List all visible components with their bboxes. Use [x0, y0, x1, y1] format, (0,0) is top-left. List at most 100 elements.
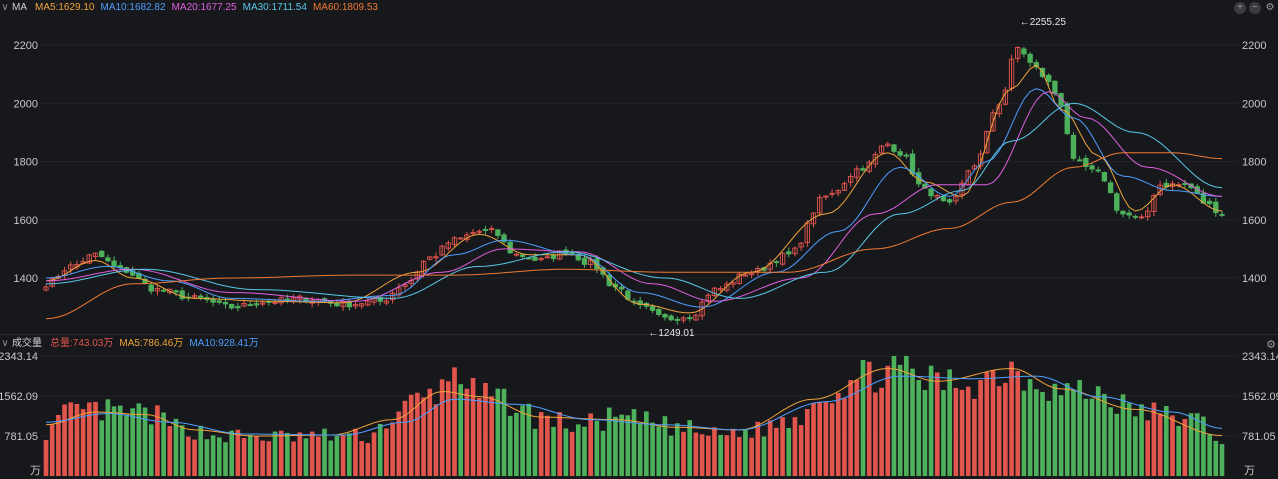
volume-bar: [990, 370, 996, 476]
candle-body: [736, 273, 742, 284]
main-legend-toggle[interactable]: ∨: [1, 2, 9, 13]
candle-body: [191, 295, 198, 298]
volume-legend-title[interactable]: 成交量: [12, 338, 42, 349]
volume-bar: [167, 426, 173, 476]
price-tick-label-left: 2000: [14, 98, 38, 110]
candle-body: [253, 303, 260, 306]
volume-bar: [724, 435, 730, 476]
candle-body: [284, 298, 291, 301]
candle-body: [946, 199, 953, 203]
candle-body: [841, 183, 848, 191]
volume-bar: [476, 397, 482, 476]
candle-body: [1132, 215, 1139, 218]
volume-bar: [117, 405, 123, 476]
volume-unit-right: 万: [1244, 465, 1255, 477]
candle-body: [222, 301, 229, 305]
volume-bar: [1194, 413, 1200, 476]
candle-body: [773, 261, 780, 264]
volume-legend-toggle[interactable]: ∨: [1, 338, 9, 349]
price-tick-label-right: 2000: [1242, 98, 1266, 110]
volume-bar: [99, 420, 105, 476]
plus-circle-icon[interactable]: +: [1234, 2, 1246, 14]
volume-bar: [130, 408, 135, 476]
volume-bar: [43, 440, 49, 476]
candle-body: [105, 257, 111, 262]
volume-bar: [216, 437, 222, 476]
main-legend-title[interactable]: MA: [12, 2, 27, 13]
candle-body: [241, 303, 247, 307]
volume-bar: [1207, 434, 1212, 476]
volume-bar: [198, 425, 204, 476]
candle-body: [817, 196, 823, 214]
volume-bar: [186, 436, 191, 476]
candle-body: [377, 297, 383, 302]
candle-body: [513, 253, 520, 256]
candle-body: [1095, 169, 1101, 172]
volume-bar: [334, 435, 340, 476]
volume-bar: [959, 389, 965, 476]
candle-body: [1145, 210, 1151, 218]
volume-legend: ∨ 成交量 总量:743.03万 MA5:786.46万 MA10:928.41万: [0, 336, 1278, 352]
volume-bar: [507, 415, 513, 476]
volume-bar: [811, 402, 816, 476]
volume-bar: [594, 420, 600, 476]
volume-bar: [309, 431, 315, 476]
volume-bar: [402, 400, 408, 476]
candle-body: [1027, 53, 1033, 63]
candle-body: [1083, 157, 1089, 167]
price-tick-label-left: 1800: [14, 157, 38, 169]
candle-body: [872, 153, 879, 165]
volume-bar: [74, 403, 80, 476]
candle-body: [402, 284, 408, 287]
volume-bar: [916, 379, 922, 476]
candle-body: [1219, 213, 1225, 216]
candle-body: [662, 314, 668, 318]
price-tick-label-right: 1800: [1242, 157, 1266, 169]
volume-bar: [551, 426, 556, 476]
volume-bar: [105, 399, 111, 476]
candle-body: [49, 278, 55, 287]
candle-body: [977, 153, 984, 167]
candle-body: [160, 289, 167, 292]
volume-bar: [1052, 383, 1058, 476]
candle-body: [984, 130, 990, 154]
minus-circle-icon[interactable]: −: [1249, 2, 1261, 14]
volume-bar: [483, 382, 488, 476]
volume-bar: [786, 427, 792, 476]
volume-bar: [582, 426, 587, 476]
volume-tick-label-left: 2343.14: [0, 351, 38, 363]
candle-body: [649, 306, 656, 311]
volume-bar: [285, 432, 290, 476]
volume-bar: [743, 429, 748, 476]
volume-bar: [111, 406, 117, 476]
volume-bar: [142, 407, 148, 476]
volume-bar: [458, 384, 464, 476]
volume-bar: [1064, 383, 1070, 476]
volume-bar: [1151, 402, 1157, 476]
candle-body: [550, 254, 557, 260]
volume-bar: [1009, 361, 1014, 476]
volume-bar: [891, 356, 897, 476]
gear-icon[interactable]: ⚙: [1265, 2, 1275, 13]
candle-body: [99, 250, 105, 258]
volume-gear-icon[interactable]: ⚙: [1266, 339, 1276, 351]
volume-bar: [365, 442, 371, 476]
volume-bar: [439, 379, 445, 476]
candle-body: [68, 264, 74, 270]
volume-bar: [1033, 389, 1039, 476]
price-tick-label-right: 1400: [1242, 273, 1266, 285]
candle-body: [198, 295, 204, 299]
candle-body: [154, 288, 161, 292]
volume-bar: [278, 430, 284, 476]
candle-body: [1070, 134, 1077, 159]
volume-bar: [532, 428, 538, 476]
volume-tick-label-right: 2343.14: [1242, 351, 1278, 363]
volume-bar: [941, 390, 946, 476]
volume-bar: [829, 403, 835, 476]
volume-bar: [49, 424, 55, 476]
candle-body: [179, 290, 185, 300]
volume-bar: [390, 422, 395, 476]
candle-body: [358, 303, 365, 307]
legend-ma5: MA5:1629.10: [35, 2, 95, 13]
